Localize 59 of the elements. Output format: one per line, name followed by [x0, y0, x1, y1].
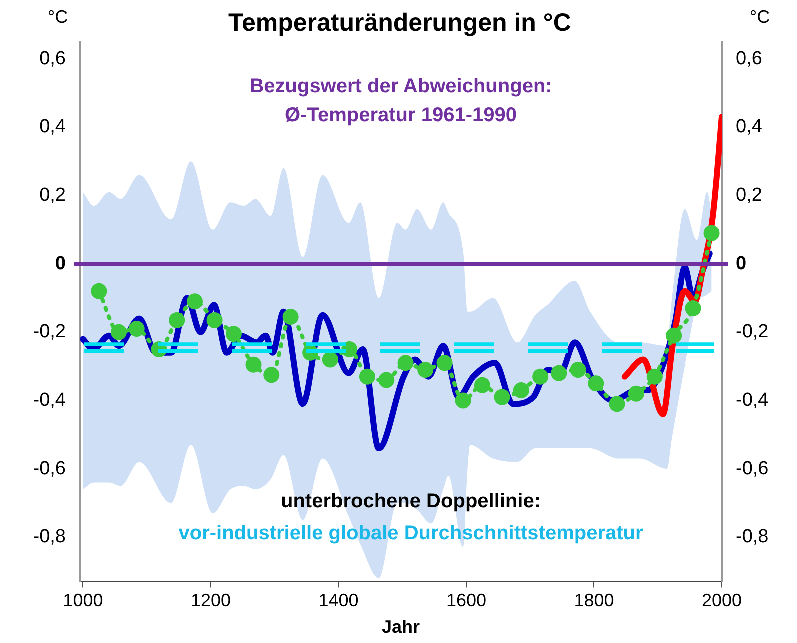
point: [666, 328, 682, 344]
y-axis-title: °C: [48, 6, 68, 27]
point: [398, 355, 414, 372]
point: [91, 283, 108, 300]
point: [186, 294, 203, 310]
point: [436, 355, 453, 372]
point: [685, 300, 702, 316]
point: [359, 368, 376, 385]
point: [110, 324, 127, 340]
point: [455, 392, 472, 409]
x-tick-label: 2000: [702, 590, 742, 611]
y-tick-label: 0,6: [40, 48, 66, 70]
point: [418, 362, 434, 378]
point: [628, 386, 644, 402]
point: [646, 368, 663, 385]
y2-axis-title: °C: [750, 6, 770, 27]
ref-line-label: vor-industrielle globale Durchschnittstemperatur: [178, 522, 644, 544]
point: [513, 382, 530, 398]
ref-line-label: Bezugswert der Abweichungen: Ø-Temperatur 1961-1990: [250, 76, 552, 127]
y-tick-label: 0,4: [40, 116, 66, 138]
point: [282, 309, 299, 326]
y2-tick-label: 0,2: [736, 184, 762, 206]
x-tick-label: 1000: [63, 590, 104, 611]
point: [128, 320, 145, 337]
point: [378, 372, 395, 388]
y2-tick-label: 0,4: [736, 116, 763, 138]
point: [246, 356, 262, 373]
point: [609, 396, 626, 412]
point: [226, 326, 242, 342]
y-tick-label: 0: [55, 253, 66, 274]
x-axis-title: Jahr: [382, 617, 420, 638]
x-tick-label: 1600: [446, 590, 486, 611]
y-tick-label: -0,8: [33, 526, 66, 548]
point: [169, 312, 186, 328]
y2-tick-label: 0: [736, 253, 747, 274]
y-tick-label: -0,2: [33, 322, 66, 343]
y2-tick-label: -0,4: [736, 390, 770, 411]
annotation: unterbrochene Doppellinie:: [280, 490, 542, 512]
point: [264, 367, 280, 384]
y2-tick-label: -0,8: [736, 526, 769, 548]
x-tick-label: 1400: [318, 590, 359, 611]
x-tick-label: 1800: [574, 590, 614, 611]
point: [570, 362, 586, 378]
point: [532, 368, 549, 385]
point: [551, 365, 568, 382]
y2-tick-label: -0,2: [736, 322, 769, 343]
point: [322, 352, 338, 368]
y2-tick-label: -0,6: [736, 458, 769, 480]
point: [494, 389, 510, 406]
point: [474, 377, 490, 394]
y-tick-label: -0,6: [33, 458, 66, 480]
point: [206, 312, 223, 328]
chart-title: Temperaturänderungen in °C: [228, 8, 572, 37]
x-tick-label: 1200: [190, 590, 231, 611]
y-tick-label: 0,2: [40, 184, 66, 206]
y2-tick-label: 0,6: [736, 48, 762, 70]
point: [588, 376, 604, 392]
y-tick-label: -0,4: [33, 390, 66, 411]
point: [704, 225, 720, 242]
